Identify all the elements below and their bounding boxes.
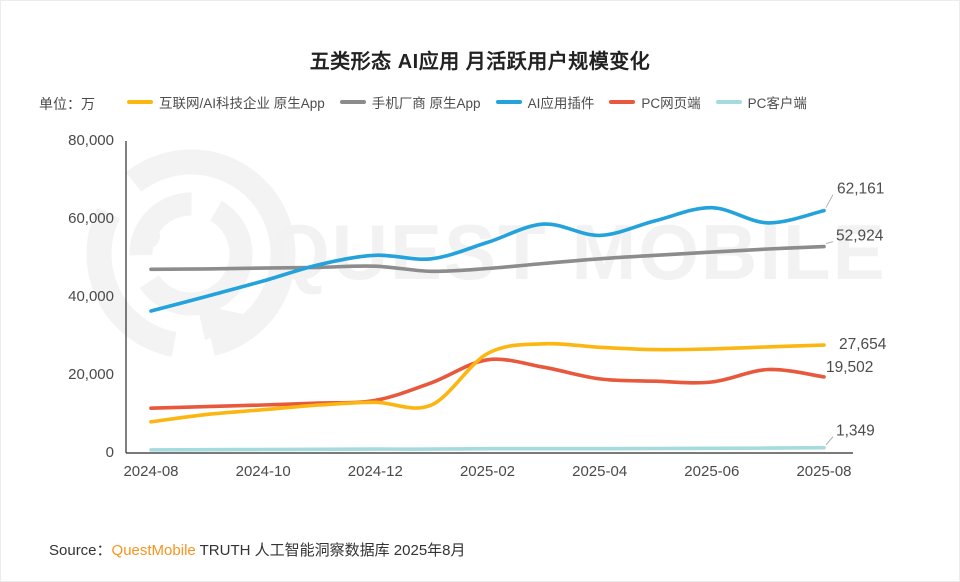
data-label-2: 52,924 bbox=[836, 228, 884, 245]
legend-swatch-icon bbox=[715, 100, 742, 104]
x-tick-label: 2024-12 bbox=[347, 463, 403, 480]
y-tick-label: 80,000 bbox=[68, 132, 114, 149]
y-tick-label: 60,000 bbox=[68, 210, 114, 227]
source-prefix: Source： bbox=[49, 542, 112, 559]
legend-item-1: 互联网/AI科技企业 原生App bbox=[127, 92, 325, 112]
legend-label: PC客户端 bbox=[747, 96, 807, 111]
label-leader-line bbox=[825, 436, 834, 446]
legend-label: PC网页端 bbox=[641, 96, 701, 111]
y-tick-label: 20,000 bbox=[68, 366, 114, 383]
source-suffix: TRUTH 人工智能洞察数据库 2025年8月 bbox=[195, 542, 466, 559]
page-title: 五类形态 AI应用 月活跃用户规模变化 bbox=[309, 51, 651, 73]
series-line-1 bbox=[149, 341, 826, 424]
series-line-5 bbox=[149, 445, 826, 452]
unit-label: 单位：万 bbox=[39, 96, 95, 112]
series-line-3 bbox=[149, 205, 826, 313]
legend-swatch-icon bbox=[127, 100, 153, 104]
legend-label: 手机厂商 原生App bbox=[371, 96, 481, 111]
legend-label: 互联网/AI科技企业 原生App bbox=[159, 96, 325, 111]
legend-swatch-icon bbox=[495, 100, 522, 104]
legend-swatch-icon bbox=[609, 100, 636, 104]
y-tick-label: 40,000 bbox=[68, 288, 114, 305]
x-tick-label: 2025-08 bbox=[796, 463, 852, 480]
x-tick-label: 2025-02 bbox=[459, 463, 516, 480]
data-label-4: 19,502 bbox=[826, 359, 873, 376]
series-line-4 bbox=[149, 357, 826, 410]
legend-label: AI应用插件 bbox=[527, 96, 595, 111]
legend-swatch-icon bbox=[339, 100, 366, 104]
data-label-3: 62,161 bbox=[837, 181, 884, 198]
x-tick-label: 2024-10 bbox=[235, 463, 291, 480]
data-label-5: 1,349 bbox=[836, 423, 875, 440]
legend-item-2: 手机厂商 原生App bbox=[339, 92, 481, 112]
label-leader-line bbox=[825, 194, 834, 208]
source-note: Source：QuestMobile TRUTH 人工智能洞察数据库 2025年… bbox=[49, 539, 466, 560]
questmobile-watermark-logo bbox=[86, 149, 296, 359]
x-tick-label: 2025-04 bbox=[572, 463, 628, 480]
data-label-1: 27,654 bbox=[839, 336, 887, 353]
series-line-2 bbox=[149, 244, 826, 274]
legend-item-4: PC网页端 bbox=[609, 92, 701, 112]
y-tick-label: 0 bbox=[105, 444, 114, 461]
legend-item-5: PC客户端 bbox=[715, 92, 807, 112]
legend-item-3: AI应用插件 bbox=[495, 92, 595, 112]
chart-legend: 互联网/AI科技企业 原生App 手机厂商 原生App AI应用插件 PC网页端 PC客… bbox=[127, 92, 807, 112]
x-tick-label: 2024-08 bbox=[123, 463, 179, 480]
x-tick-label: 2025-06 bbox=[684, 463, 740, 480]
label-leader-line bbox=[825, 241, 834, 245]
source-brand: QuestMobile bbox=[111, 542, 196, 559]
